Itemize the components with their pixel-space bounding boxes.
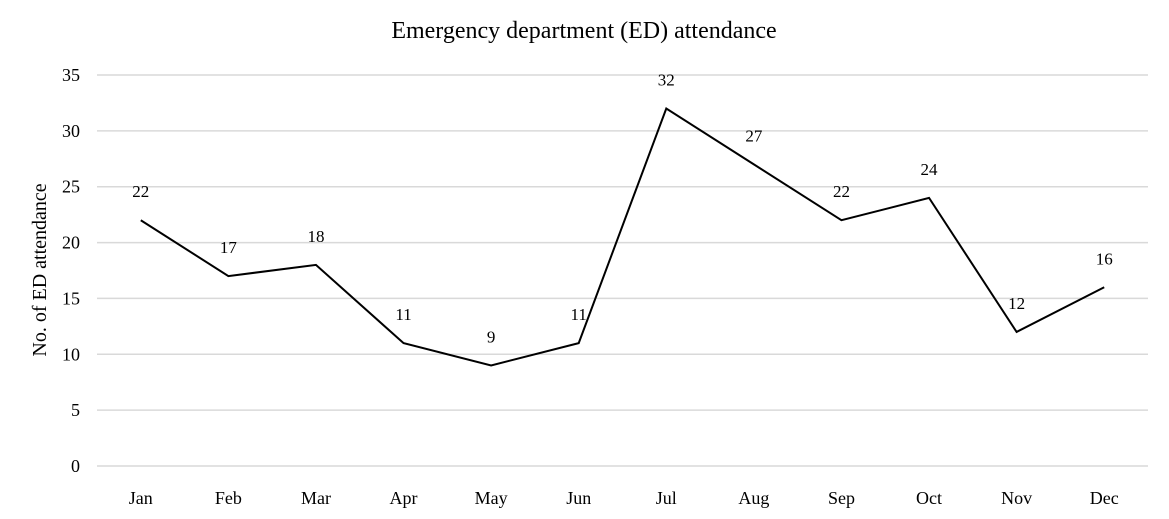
- data-label: 22: [833, 182, 850, 201]
- x-tick-label: May: [475, 488, 508, 508]
- x-tick-label: Apr: [390, 488, 418, 508]
- x-tick-label: Sep: [828, 488, 855, 508]
- chart-title: Emergency department (ED) attendance: [391, 18, 776, 44]
- data-label: 11: [571, 305, 587, 324]
- y-tick-label: 15: [62, 288, 80, 308]
- gridlines: [97, 74, 1148, 467]
- y-tick-label: 10: [62, 344, 80, 364]
- data-label: 9: [487, 327, 496, 346]
- y-tick-label: 20: [62, 233, 80, 253]
- x-tick-label: Mar: [301, 488, 331, 508]
- x-axis-ticks: Jan Feb Mar Apr May Jun Jul Aug Sep Oct Nov Dec: [129, 488, 1119, 508]
- x-tick-label: Dec: [1090, 488, 1119, 508]
- y-tick-label: 5: [71, 400, 80, 420]
- data-label: 17: [220, 238, 238, 257]
- y-axis-ticks: 0 5 10 15 20 25 30 35: [62, 65, 80, 476]
- x-tick-label: Oct: [916, 488, 942, 508]
- data-label: 11: [395, 305, 411, 324]
- y-tick-label: 30: [62, 121, 80, 141]
- x-tick-label: Jan: [129, 488, 153, 508]
- y-tick-label: 35: [62, 65, 80, 85]
- x-tick-label: Jun: [566, 488, 591, 508]
- data-label: 24: [921, 160, 939, 179]
- x-tick-label: Feb: [215, 488, 242, 508]
- y-axis-label: No. of ED attendance: [29, 183, 51, 356]
- x-tick-label: Jul: [656, 488, 677, 508]
- data-label: 12: [1008, 294, 1025, 313]
- data-label: 22: [132, 182, 149, 201]
- y-tick-label: 0: [71, 456, 80, 476]
- data-labels: 22 17 18 11 9 11 32 27 22 24 12 16: [132, 71, 1112, 347]
- data-label: 18: [307, 227, 324, 246]
- data-label: 27: [745, 126, 763, 145]
- data-label: 16: [1096, 249, 1113, 268]
- data-label: 32: [658, 71, 675, 90]
- x-tick-label: Nov: [1001, 488, 1032, 508]
- x-tick-label: Aug: [738, 488, 769, 508]
- series-line: [140, 107, 1105, 367]
- series-group: [140, 107, 1105, 367]
- y-tick-label: 25: [62, 177, 80, 197]
